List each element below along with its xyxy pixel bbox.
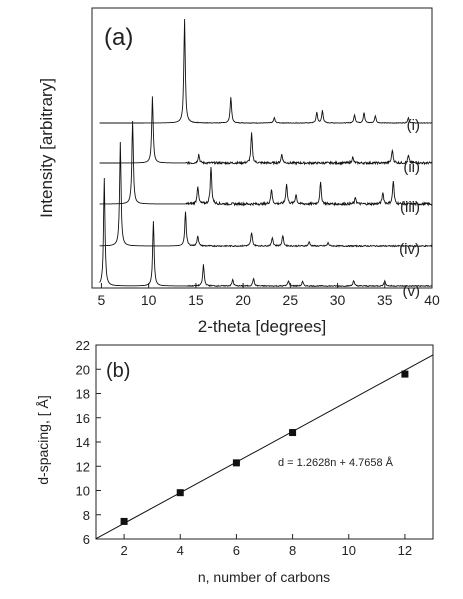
spectrum-line-5: [99, 177, 433, 288]
panel-b-y-tick-label: 10: [76, 484, 90, 499]
panel-b: (b) 2 4 6 8 10 12 6 8 10 12 14 16 18 20 22 d = 1.2628n…: [35, 338, 434, 585]
spectrum-label-1: (i): [407, 117, 420, 134]
spectrum-label-5: (v): [403, 283, 421, 300]
spectrum-line-4: [99, 141, 433, 248]
panel-b-y-axis-label: d-spacing, [ Å]: [35, 395, 51, 485]
panel-b-y-tick-label: 8: [83, 508, 90, 523]
panel-b-ticks: 2 4 6 8 10 12 6 8 10 12 14 16 18 20 22: [76, 338, 413, 558]
spectrum-label-4: (iv): [399, 241, 420, 258]
panel-b-fit-annotation: d = 1.2628n + 4.7658 Å: [278, 456, 394, 469]
panel-a-x-tick-label: 35: [377, 292, 393, 308]
panel-b-y-tick-label: 6: [83, 532, 90, 547]
panel-b-x-tick-label: 4: [177, 543, 184, 558]
spectrum-label-3: (iii): [400, 199, 420, 216]
panel-a-x-tick-label: 25: [283, 292, 299, 308]
panel-b-y-tick-label: 16: [76, 411, 90, 426]
panel-b-x-axis-label: n, number of carbons: [198, 569, 330, 585]
panel-b-x-tick-label: 12: [398, 543, 412, 558]
panel-a-x-tick-label: 30: [330, 292, 346, 308]
panel-b-label: (b): [106, 360, 130, 382]
spectrum-line-2: [99, 96, 433, 166]
panel-a-x-tick-label: 20: [235, 292, 251, 308]
panel-b-y-tick-label: 18: [76, 387, 90, 402]
panel-a: (a) 5 10 15 20 25 30 35 40 (i)(ii)(iii)(iv)(v) …: [37, 7, 440, 336]
panel-b-y-tick-label: 14: [76, 435, 90, 450]
data-point: [232, 459, 240, 467]
spectrum-line-1: [99, 18, 432, 124]
panel-b-fit-line: [95, 354, 434, 540]
panel-b-x-tick-label: 10: [342, 543, 356, 558]
data-point: [120, 517, 128, 525]
panel-a-frame: [91, 7, 433, 289]
panel-a-label: (a): [104, 24, 133, 51]
panel-a-x-tick-label: 15: [188, 292, 204, 308]
panel-b-frame: [95, 344, 434, 540]
spectrum-label-2: (ii): [403, 159, 420, 176]
panel-a-x-ticks: 5 10 15 20 25 30 35 40: [98, 283, 440, 308]
data-point: [401, 370, 409, 378]
panel-a-x-tick-label: 10: [141, 292, 157, 308]
panel-a-x-tick-label: 40: [424, 292, 440, 308]
panel-b-y-tick-label: 22: [76, 338, 90, 353]
fit-line: [95, 354, 434, 540]
panel-b-y-tick-label: 20: [76, 362, 90, 377]
panel-b-x-tick-label: 6: [233, 543, 240, 558]
panel-a-spectra: [99, 18, 433, 288]
panel-b-x-tick-label: 8: [289, 543, 296, 558]
panel-a-x-axis-label: 2-theta [degrees]: [198, 317, 327, 336]
panel-b-y-tick-label: 12: [76, 459, 90, 474]
panel-a-y-axis-label: Intensity [arbitrary]: [37, 78, 56, 218]
data-point: [289, 429, 297, 437]
panel-b-x-tick-label: 2: [120, 543, 127, 558]
data-point: [176, 489, 184, 497]
panel-b-points: [120, 370, 409, 525]
panel-a-x-tick-label: 5: [98, 292, 106, 308]
spectrum-line-3: [99, 120, 433, 207]
panel-a-series-labels: (i) (ii) (iii) (iv) (v): [399, 117, 420, 300]
